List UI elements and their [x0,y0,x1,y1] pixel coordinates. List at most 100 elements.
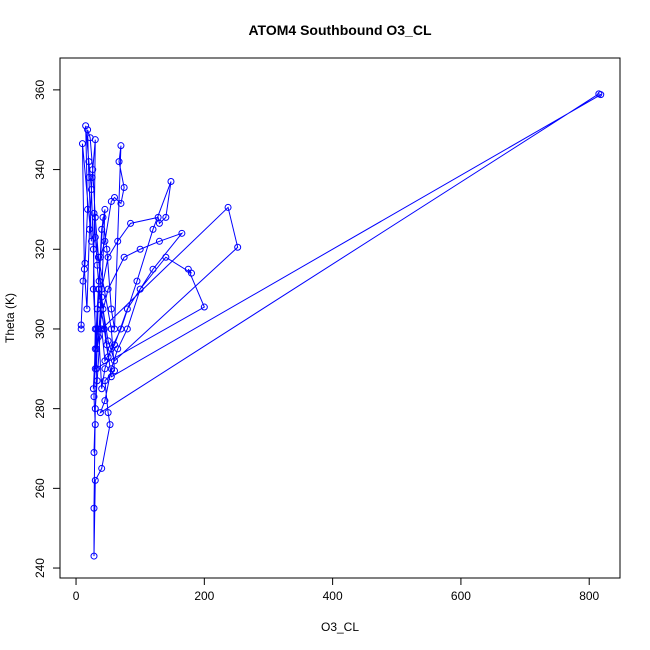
point [107,325,115,333]
point [155,219,163,227]
point [89,385,97,393]
y-tick-label: 260 [33,478,47,498]
point [104,285,112,293]
point [114,345,122,353]
point [120,253,128,261]
point [115,158,123,166]
x-tick-label: 400 [323,589,343,603]
point [84,205,92,213]
point [84,126,92,134]
point [91,365,99,373]
point [90,504,98,512]
point [149,225,157,233]
y-axis-label: Theta (K) [3,293,17,343]
point [224,203,232,211]
point [107,373,115,381]
point [133,277,141,285]
point [93,261,101,269]
point [93,377,101,385]
point [136,285,144,293]
point [234,243,242,251]
point [101,377,109,385]
point [77,325,85,333]
point [101,237,109,245]
y-tick-label: 340 [33,159,47,179]
point [94,253,102,261]
point [107,365,115,373]
point [94,333,102,341]
point [91,345,99,353]
point [95,277,103,285]
point [162,213,170,221]
point [96,409,104,417]
point [104,409,112,417]
y-tick-label: 240 [33,558,47,578]
point [96,253,104,261]
series-line [80,93,602,557]
point [98,464,106,472]
point [123,325,131,333]
point [91,405,99,413]
point [104,253,112,261]
y-tick-label: 280 [33,398,47,418]
point [107,305,115,313]
chart-title: ATOM4 Southbound O3_CL [248,22,431,38]
point [90,552,98,560]
point [93,325,101,333]
point [98,385,106,393]
point [85,174,93,182]
point [91,421,99,429]
point [87,185,95,193]
x-tick-label: 0 [73,589,80,603]
point [90,393,98,401]
x-axis-label: O3_CL [321,620,359,634]
point [117,199,125,207]
point [79,277,87,285]
point [99,213,107,221]
point [82,122,90,130]
point [98,293,106,301]
point [167,178,175,186]
point [107,197,115,205]
point [85,158,93,166]
point [188,269,196,277]
point [120,184,128,192]
x-tick-label: 200 [194,589,214,603]
point [89,245,97,253]
point [104,353,112,361]
point [88,174,96,182]
point [103,341,111,349]
point [90,209,98,217]
point [101,397,109,405]
point [103,245,111,253]
point [200,303,208,311]
point [91,476,99,484]
point [98,225,106,233]
point [127,219,135,227]
point [101,205,109,213]
point [178,229,186,237]
point [104,337,112,345]
point [100,325,108,333]
plot-frame [59,57,621,579]
point [78,140,86,148]
y-tick-label: 360 [33,80,47,100]
point [114,237,122,245]
point [91,136,99,144]
point [91,213,99,221]
point [155,237,163,245]
x-tick-label: 800 [579,589,599,603]
x-tick-label: 600 [451,589,471,603]
point [96,301,104,309]
point [136,245,144,253]
y-tick-label: 300 [33,319,47,339]
point [83,305,91,313]
point [91,233,99,241]
point [89,166,97,174]
point [90,448,98,456]
point [111,357,119,365]
point [87,237,95,245]
point [95,285,103,293]
point [123,305,131,313]
